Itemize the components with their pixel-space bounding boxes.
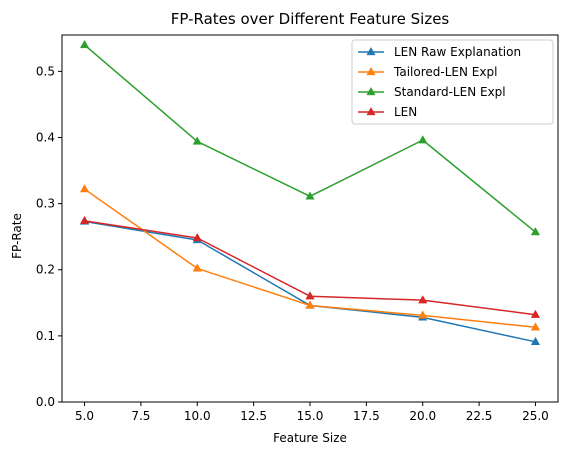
y-axis: 0.0 0.1 0.2 0.3 0.4 0.5: [36, 64, 62, 409]
legend-marker: [366, 106, 376, 116]
x-tick-label: 7.5: [131, 409, 150, 423]
x-tick-label: 20.0: [409, 409, 436, 423]
legend-label: Tailored-LEN Expl: [393, 65, 497, 79]
y-tick-label: 0.5: [36, 64, 55, 78]
legend-item: Standard-LEN Expl: [358, 85, 506, 99]
y-tick-label: 0.4: [36, 130, 55, 144]
series-2: [79, 39, 541, 236]
chart-title: FP-Rates over Different Feature Sizes: [171, 10, 450, 28]
x-axis: 5.0 7.5 10.0 12.5 15.0 17.5 20.0 22.5 25.0: [75, 402, 549, 423]
legend-marker: [366, 66, 376, 76]
data-point: [530, 336, 541, 346]
data-point: [192, 232, 202, 242]
data-point: [530, 309, 541, 318]
x-tick-label: 12.5: [240, 409, 267, 423]
data-point: [418, 310, 428, 319]
x-tick-label: 25.0: [522, 409, 549, 423]
x-tick-label: 15.0: [297, 409, 324, 423]
data-point: [530, 227, 541, 236]
data-point: [530, 322, 541, 331]
data-point: [305, 191, 315, 200]
legend: LEN Raw Explanation Tailored-LEN Expl Stan…: [351, 39, 554, 125]
data-point: [305, 300, 315, 309]
data-point: [305, 291, 315, 300]
x-tick-label: 17.5: [353, 409, 380, 423]
series-3: [79, 215, 541, 318]
legend-marker: [366, 46, 376, 56]
y-tick-label: 0.3: [36, 197, 55, 211]
x-tick-label: 10.0: [184, 409, 211, 423]
legend-marker: [366, 86, 376, 96]
data-point: [192, 263, 202, 272]
series-1: [79, 184, 541, 331]
y-axis-label: FP-Rate: [10, 213, 24, 259]
data-point: [79, 215, 90, 224]
legend-label: Standard-LEN Expl: [394, 85, 506, 99]
legend-label: LEN: [394, 105, 417, 119]
data-point: [418, 135, 428, 144]
x-tick-label: 5.0: [75, 409, 94, 423]
data-point: [79, 39, 90, 49]
legend-item: Tailored-LEN Expl: [358, 65, 497, 79]
legend-item: LEN Raw Explanation: [358, 45, 521, 59]
legend-label: LEN Raw Explanation: [394, 45, 521, 59]
y-tick-label: 0.1: [36, 329, 55, 343]
data-point: [418, 295, 428, 304]
legend-item: LEN: [358, 105, 417, 119]
legend-box: [351, 39, 554, 125]
x-tick-label: 22.5: [466, 409, 493, 423]
series-layer: [79, 39, 541, 346]
data-point: [192, 136, 202, 145]
data-point: [79, 184, 90, 193]
y-tick-label: 0.2: [36, 263, 55, 277]
y-tick-label: 0.0: [36, 395, 55, 409]
x-axis-label: Feature Size: [273, 431, 347, 445]
